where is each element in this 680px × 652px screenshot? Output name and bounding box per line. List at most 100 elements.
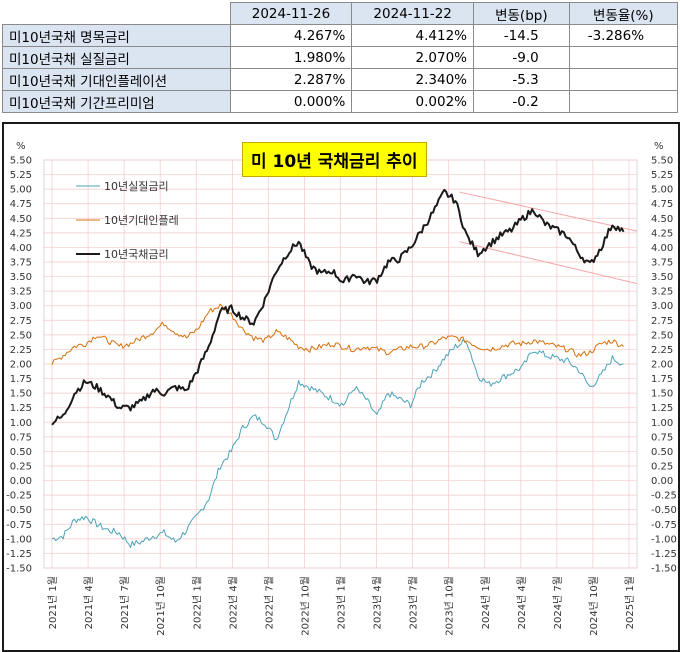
y-tick-label-right: 1.25 (651, 403, 673, 414)
y-tick-label-left: 0.50 (10, 447, 32, 458)
x-tick-label: 2023년 4월 (372, 576, 384, 629)
y-tick-label-left: -0.75 (6, 520, 32, 531)
table-header-date1: 2024-11-26 (229, 2, 353, 25)
table-header-date2: 2024-11-22 (351, 2, 474, 25)
y-tick-label-right: 5.25 (651, 170, 673, 181)
y-tick-label-left: 4.25 (10, 228, 32, 239)
trend-channel-lower (459, 241, 638, 285)
x-tick-label: 2024년 10월 (588, 576, 600, 636)
y-tick-label-right: -1.00 (651, 534, 677, 545)
y-tick-label-left: 4.00 (10, 243, 32, 254)
y-tick-label-left: 0.25 (10, 462, 32, 473)
table-header-row: 2024-11-26 2024-11-22 변동(bp) 변동율(%) (2, 2, 679, 25)
y-tick-label-right: 3.25 (651, 287, 673, 298)
y-tick-label-left: -1.25 (6, 549, 32, 560)
y-tick-label-left: 2.75 (10, 316, 32, 327)
table-header-change-pct: 변동율(%) (568, 2, 679, 25)
table-row: 미10년국채 기대인플레이션 2.287% 2.340% -5.3 (2, 68, 679, 91)
row-date1-value: 4.267% (229, 24, 353, 47)
row-change-bp: -5.3 (473, 68, 570, 91)
table-row: 미10년국채 실질금리 1.980% 2.070% -9.0 (2, 46, 679, 69)
y-tick-label-left: 4.75 (10, 199, 32, 210)
y-tick-label-right: 5.50 (651, 156, 673, 167)
row-date2-value: 0.002% (351, 90, 474, 113)
y-tick-label-right: 0.75 (651, 432, 673, 443)
y-tick-label-right: -1.25 (651, 549, 677, 560)
x-tick-label: 2024년 1월 (480, 576, 492, 629)
row-label: 미10년국채 실질금리 (2, 46, 231, 69)
row-date2-value: 4.412% (351, 24, 474, 47)
series-line-1 (51, 339, 624, 549)
y-tick-label-right: 0.00 (651, 476, 673, 487)
row-date2-value: 2.340% (351, 68, 474, 91)
legend-label: 10년기대인플레 (104, 214, 179, 227)
y-tick-label-left: 5.50 (10, 156, 32, 167)
legend-label: 10년실질금리 (104, 180, 169, 193)
row-date1-value: 1.980% (229, 46, 353, 69)
y-tick-label-left: 4.50 (10, 214, 32, 225)
y-tick-label-right: 1.00 (651, 418, 673, 429)
y-tick-label-right: -0.50 (651, 505, 677, 516)
y-tick-label-right: 0.50 (651, 447, 673, 458)
row-change-pct (568, 68, 679, 91)
x-tick-label: 2021년 7월 (119, 576, 131, 629)
y-tick-label-right: 4.75 (651, 199, 673, 210)
y-tick-label-left: 2.50 (10, 330, 32, 341)
y-tick-label-left: -1.50 (6, 564, 32, 575)
chart-container: -1.50 -1.50 -1.25 -1.25 -1.00 -1.00 -0.75 -0.75… (2, 122, 680, 652)
row-change-pct (568, 90, 679, 113)
y-tick-label-right: 4.25 (651, 228, 673, 239)
table-row: 미10년국채 기간프리미엄 0.000% 0.002% -0.2 (2, 90, 679, 113)
y-tick-label-left: 1.75 (10, 374, 32, 385)
y-tick-label-right: 1.75 (651, 374, 673, 385)
y-tick-label-left: 1.25 (10, 403, 32, 414)
x-tick-label: 2025년 1월 (624, 576, 636, 629)
y-tick-label-right: -0.75 (651, 520, 677, 531)
y-tick-label-left: 0.75 (10, 432, 32, 443)
y-tick-label-right: 3.50 (651, 272, 673, 283)
y-tick-label-left: -0.50 (6, 505, 32, 516)
y-tick-label-right: 4.50 (651, 214, 673, 225)
y-tick-label-left: 0.00 (10, 476, 32, 487)
y-tick-label-right: 0.25 (651, 462, 673, 473)
row-change-bp: -14.5 (473, 24, 570, 47)
y-tick-label-right: -1.50 (651, 564, 677, 575)
x-tick-label: 2023년 7월 (408, 576, 420, 629)
x-tick-label: 2021년 10월 (155, 576, 167, 636)
y-tick-label-left: 3.00 (10, 301, 32, 312)
table-header-change-bp: 변동(bp) (473, 2, 570, 25)
x-tick-label: 2022년 10월 (299, 576, 311, 636)
series-line-2 (51, 303, 624, 366)
trend-channel-upper (459, 191, 638, 232)
legend-label: 10년국채금리 (104, 248, 169, 261)
x-tick-label: 2021년 4월 (83, 576, 95, 629)
x-tick-label: 2023년 1월 (336, 576, 348, 629)
row-change-bp: -9.0 (473, 46, 570, 69)
rate-summary-table: 2024-11-26 2024-11-22 변동(bp) 변동율(%) 미10년… (2, 2, 679, 113)
y-tick-label-left: 5.00 (10, 185, 32, 196)
rate-trend-chart: -1.50 -1.50 -1.25 -1.25 -1.00 -1.00 -0.75 -0.75… (6, 141, 677, 636)
row-label: 미10년국채 명목금리 (2, 24, 231, 47)
y-tick-label-right: 2.25 (651, 345, 673, 356)
table-header-blank (2, 2, 231, 25)
y-tick-label-right: 2.00 (651, 360, 673, 371)
x-tick-label: 2024년 4월 (516, 576, 528, 629)
y-tick-label-left: 3.50 (10, 272, 32, 283)
row-date1-value: 2.287% (229, 68, 353, 91)
y-tick-label-left: 2.25 (10, 345, 32, 356)
x-tick-label: 2024년 7월 (552, 576, 564, 629)
row-change-bp: -0.2 (473, 90, 570, 113)
x-tick-label: 2022년 4월 (227, 576, 239, 629)
y-tick-label-right: 1.50 (651, 389, 673, 400)
y-axis-unit-left: % (16, 141, 26, 152)
y-tick-label-left: 2.00 (10, 360, 32, 371)
y-axis-unit-right: % (654, 141, 664, 152)
y-tick-label-right: 3.75 (651, 258, 673, 269)
y-tick-label-left: 5.25 (10, 170, 32, 181)
chart-title: 미 10년 국채금리 추이 (242, 142, 427, 177)
y-tick-label-right: 2.50 (651, 330, 673, 341)
row-label: 미10년국채 기간프리미엄 (2, 90, 231, 113)
x-tick-label: 2022년 7월 (263, 576, 275, 629)
y-tick-label-left: 1.50 (10, 389, 32, 400)
row-change-pct (568, 46, 679, 69)
